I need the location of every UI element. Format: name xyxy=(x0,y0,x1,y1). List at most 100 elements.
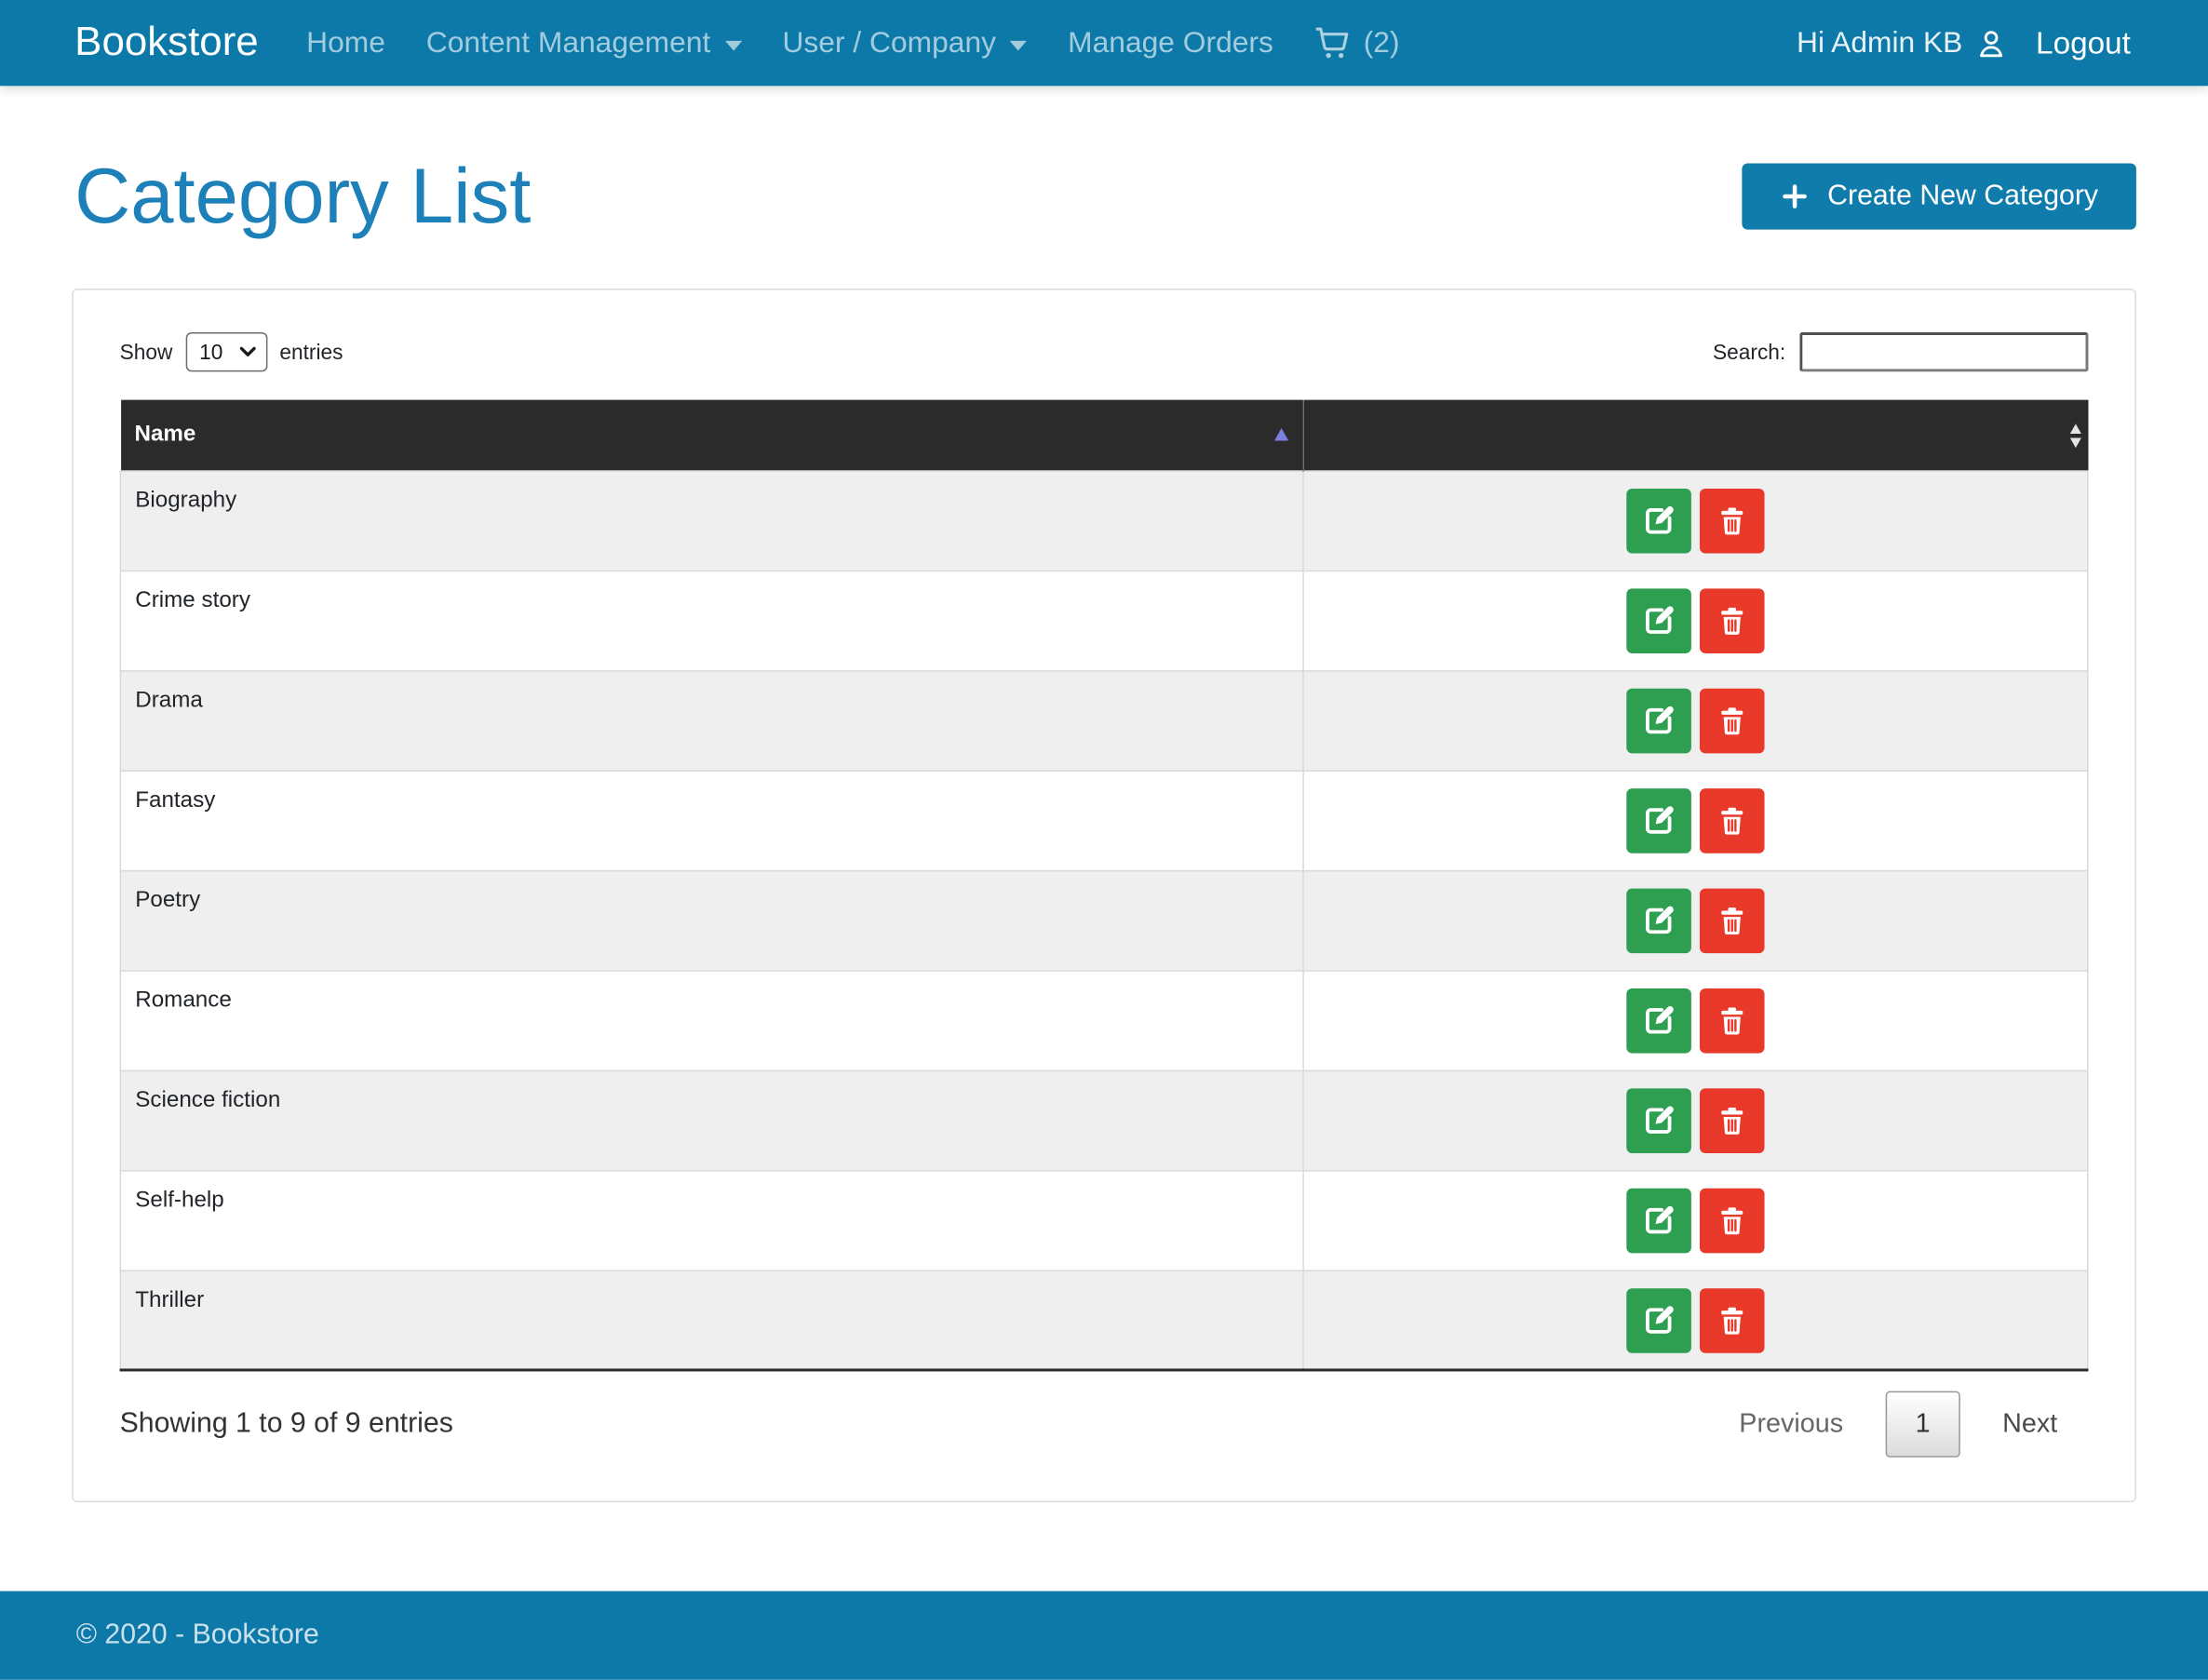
column-header-actions[interactable] xyxy=(1302,399,2088,471)
pencil-square-icon xyxy=(1641,1203,1676,1238)
edit-button[interactable] xyxy=(1626,488,1691,553)
search-control: Search: xyxy=(1713,332,2089,372)
category-actions xyxy=(1302,1068,2089,1171)
caret-down-icon xyxy=(724,40,742,50)
greeting-label: Hi Admin KB xyxy=(1797,25,1963,59)
select-caret-icon xyxy=(238,346,256,357)
edit-button[interactable] xyxy=(1626,587,1691,653)
page-head: Category List Create New Category xyxy=(72,149,2136,242)
copyright-text: © 2020 - Bookstore xyxy=(75,1619,319,1651)
delete-button[interactable] xyxy=(1699,1087,1765,1153)
category-name: Drama xyxy=(119,669,1304,772)
nav-item-user-company[interactable]: User / Company xyxy=(782,25,1028,60)
category-name: Crime story xyxy=(119,569,1304,671)
page-size-value: 10 xyxy=(199,340,223,365)
previous-page-button[interactable]: Previous xyxy=(1739,1408,1844,1439)
user-greeting-link[interactable]: Hi Admin KB xyxy=(1797,26,2008,60)
category-actions xyxy=(1302,669,2089,772)
category-actions xyxy=(1302,469,2089,571)
table-footer: Showing 1 to 9 of 9 entries Previous 1 N… xyxy=(120,1391,2089,1458)
nav-item-label: Content Management xyxy=(425,25,711,59)
category-name: Self-help xyxy=(119,1169,1304,1271)
edit-button[interactable] xyxy=(1626,688,1691,753)
nav-item-label: Home xyxy=(306,25,385,59)
category-name: Poetry xyxy=(119,869,1304,972)
delete-button[interactable] xyxy=(1699,787,1765,853)
trash-icon xyxy=(1716,504,1749,537)
show-label: Show xyxy=(119,340,173,365)
category-table-body: Biography xyxy=(119,469,2089,1371)
column-header-name[interactable]: Name xyxy=(120,399,1304,471)
entries-label: entries xyxy=(279,340,343,365)
nav-links: Home Content Management User / Company M… xyxy=(306,25,1399,60)
create-button-label: Create New Category xyxy=(1827,179,2099,211)
category-actions xyxy=(1302,1169,2089,1271)
pencil-square-icon xyxy=(1641,903,1676,938)
delete-button[interactable] xyxy=(1699,1188,1765,1253)
category-row: Poetry xyxy=(119,869,2089,972)
edit-button[interactable] xyxy=(1626,787,1691,853)
brand-link[interactable]: Bookstore xyxy=(74,20,259,65)
pencil-square-icon xyxy=(1641,703,1676,738)
table-controls: Show 10 entries Search: xyxy=(119,332,2089,372)
site-footer: © 2020 - Bookstore xyxy=(0,1591,2208,1680)
caret-down-icon xyxy=(1010,40,1028,50)
edit-button[interactable] xyxy=(1626,1188,1691,1253)
category-name: Romance xyxy=(119,969,1304,1071)
nav-item-home[interactable]: Home xyxy=(306,26,385,60)
category-row: Romance xyxy=(119,969,2089,1071)
nav-item-label: User / Company xyxy=(782,25,996,59)
trash-icon xyxy=(1716,1103,1749,1136)
table-header-row: Name xyxy=(120,399,2088,471)
search-label: Search: xyxy=(1713,340,1786,365)
category-name: Science fiction xyxy=(119,1068,1304,1171)
pencil-square-icon xyxy=(1641,802,1676,838)
next-page-button[interactable]: Next xyxy=(2002,1408,2058,1439)
category-table-card: Show 10 entries Search: xyxy=(72,289,2136,1503)
pagination: Previous 1 Next xyxy=(1733,1391,2088,1458)
nav-item-manage-orders[interactable]: Manage Orders xyxy=(1068,26,1273,60)
navbar-right: Hi Admin KB Logout xyxy=(1797,24,2131,60)
column-label: Name xyxy=(134,422,196,447)
search-input[interactable] xyxy=(1799,332,2089,372)
delete-button[interactable] xyxy=(1699,1287,1765,1353)
category-name: Fantasy xyxy=(119,769,1304,871)
delete-button[interactable] xyxy=(1699,988,1765,1053)
category-table: Name Biography xyxy=(119,399,2089,1372)
pencil-square-icon xyxy=(1641,503,1676,538)
nav-item-label: Manage Orders xyxy=(1068,25,1273,59)
cart-link[interactable]: (2) xyxy=(1314,25,1400,60)
trash-icon xyxy=(1716,1203,1749,1237)
edit-button[interactable] xyxy=(1626,1287,1691,1353)
category-actions xyxy=(1302,769,2089,871)
delete-button[interactable] xyxy=(1699,688,1765,753)
delete-button[interactable] xyxy=(1699,587,1765,653)
category-name: Biography xyxy=(119,469,1304,571)
nav-item-content-management[interactable]: Content Management xyxy=(426,26,742,60)
trash-icon xyxy=(1716,704,1749,737)
category-name: Thriller xyxy=(119,1269,1304,1371)
person-icon xyxy=(1973,26,2007,60)
category-row: Self-help xyxy=(119,1169,2089,1271)
plus-icon xyxy=(1780,181,1810,210)
create-new-category-button[interactable]: Create New Category xyxy=(1741,162,2136,229)
page-length-control: Show 10 entries xyxy=(119,332,343,372)
trash-icon xyxy=(1716,1303,1749,1337)
page-1-button[interactable]: 1 xyxy=(1885,1391,1960,1458)
category-row: Fantasy xyxy=(119,769,2089,871)
cart-icon xyxy=(1314,25,1353,60)
category-row: Crime story xyxy=(119,569,2089,671)
edit-button[interactable] xyxy=(1626,988,1691,1053)
edit-button[interactable] xyxy=(1626,887,1691,953)
pencil-square-icon xyxy=(1641,1103,1676,1138)
sort-ascending-icon xyxy=(1274,427,1289,441)
pencil-square-icon xyxy=(1641,1302,1676,1337)
logout-button[interactable]: Logout xyxy=(2036,24,2131,60)
trash-icon xyxy=(1716,1003,1749,1037)
delete-button[interactable] xyxy=(1699,488,1765,553)
edit-button[interactable] xyxy=(1626,1087,1691,1153)
page-size-select[interactable]: 10 xyxy=(184,332,267,372)
cart-count: (2) xyxy=(1363,25,1400,59)
delete-button[interactable] xyxy=(1699,887,1765,953)
